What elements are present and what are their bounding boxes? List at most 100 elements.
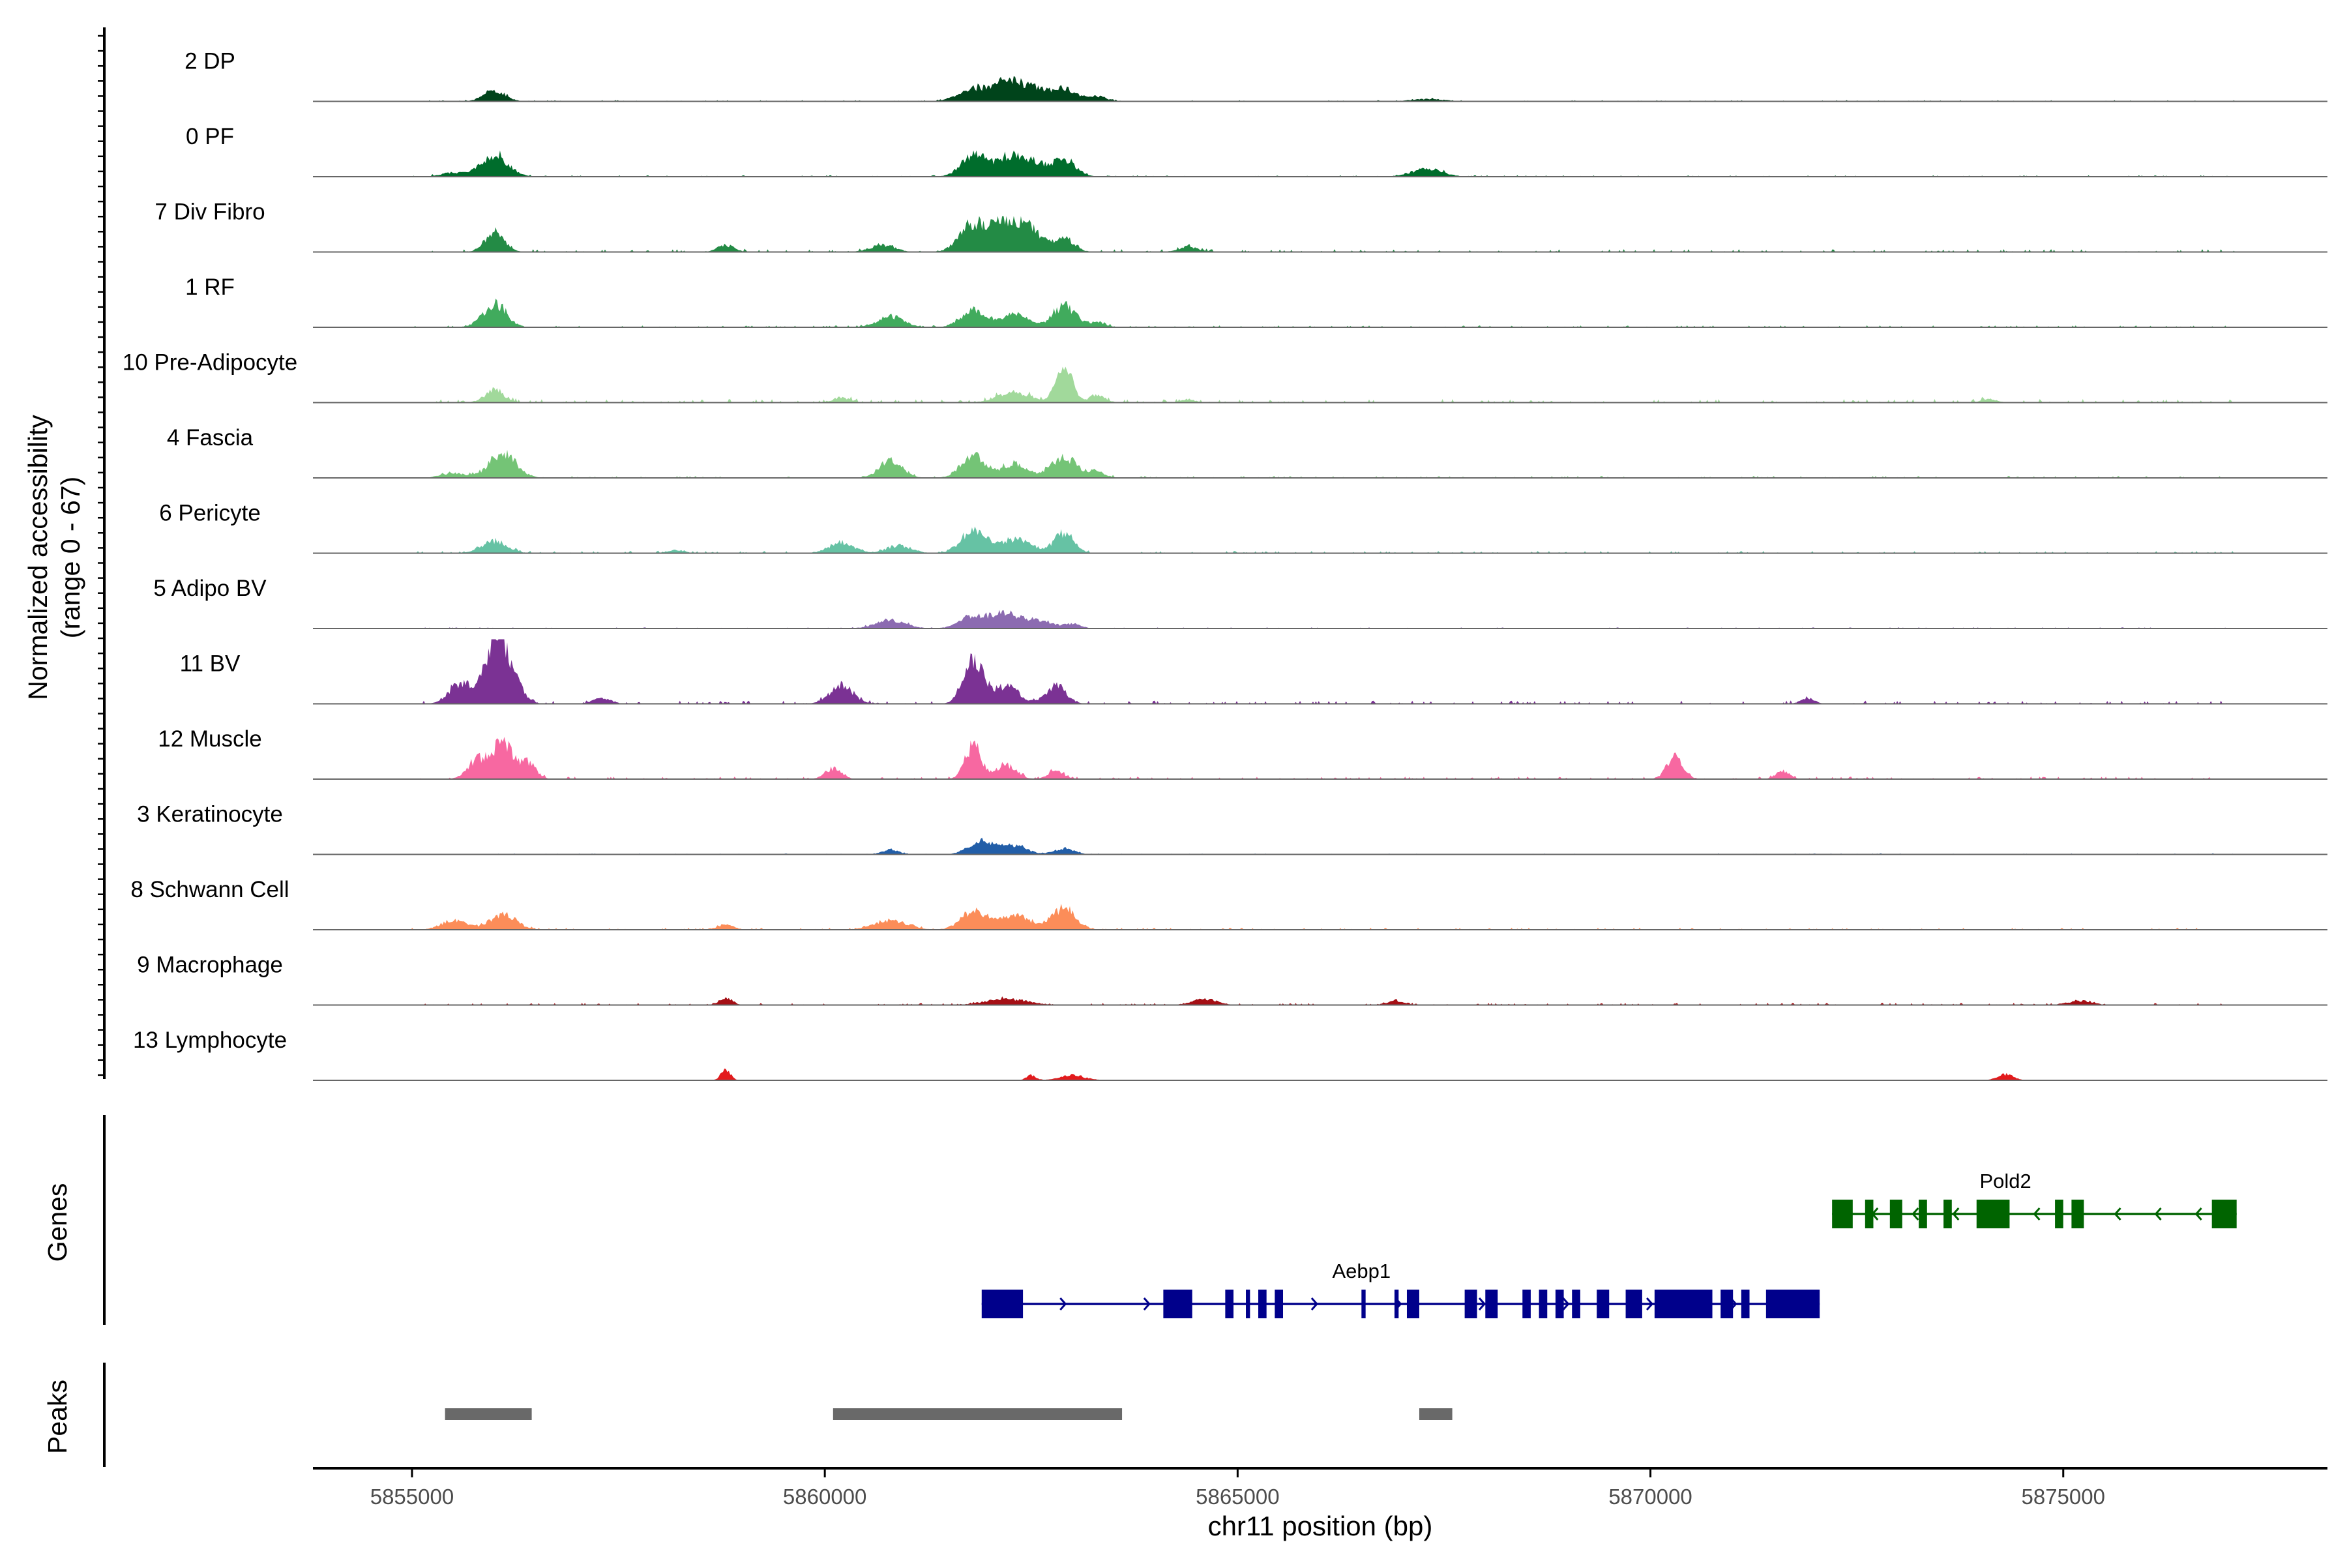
gene-pold2: Pold2 [1832, 1170, 2237, 1228]
gene-exon [2211, 1200, 2237, 1228]
gene-strand-arrow [2114, 1207, 2121, 1220]
gene-exon [1225, 1290, 1234, 1318]
gene-strand-arrow [1143, 1297, 1151, 1310]
gene-exon [1275, 1290, 1284, 1318]
gene-exon [1919, 1200, 1927, 1228]
gene-strand-arrow [1912, 1207, 1919, 1220]
gene-exon [1654, 1290, 1713, 1318]
x-axis-tick-label: 5855000 [370, 1485, 454, 1509]
gene-name-label: Pold2 [1979, 1170, 2031, 1192]
track-label: 12 Muscle [158, 726, 262, 752]
track-label: 0 PF [186, 124, 234, 149]
gene-exon [1720, 1290, 1734, 1318]
track-4-fascia: 4 Fascia [167, 425, 2327, 479]
track-11-bv: 11 BV [180, 639, 2327, 705]
track-2-dp: 2 DP [185, 49, 2327, 102]
y-axis-label-line1: Normalized accessibility [23, 415, 53, 700]
track-3-keratinocyte: 3 Keratinocyte [137, 802, 2327, 855]
track-label: 11 BV [180, 651, 241, 677]
track-label: 3 Keratinocyte [137, 802, 283, 827]
gene-exon [1246, 1290, 1250, 1318]
x-axis-tick-label: 5860000 [783, 1485, 866, 1509]
x-axis-tick-label: 5875000 [2022, 1485, 2105, 1509]
x-axis-tick-label: 5870000 [1608, 1485, 1692, 1509]
track-label: 6 Pericyte [159, 501, 261, 526]
gene-strand-arrow [1646, 1297, 1654, 1310]
gene-strand-arrow [2033, 1207, 2041, 1220]
gene-strand-arrow [2194, 1207, 2202, 1220]
track-label: 4 Fascia [167, 425, 254, 451]
track-label: 7 Div Fibro [155, 200, 265, 225]
tracks-layer: 2 DP 0 PF 7 Div Fibro 1 RF 10 Pre-Adipocyte 4… [123, 49, 2327, 1081]
track-coverage-area [313, 904, 2327, 930]
track-10-pre-adipocyte: 10 Pre-Adipocyte [123, 350, 2327, 404]
peak-region [833, 1408, 1123, 1420]
track-label: 9 Macrophage [137, 953, 283, 978]
track-8-schwann-cell: 8 Schwann Cell [130, 877, 2327, 930]
gene-exon [1539, 1290, 1548, 1318]
peaks-layer [103, 1363, 1453, 1467]
track-coverage-area [313, 610, 2327, 629]
gene-exon [1485, 1290, 1498, 1318]
track-label: 2 DP [185, 49, 235, 74]
axis-layer: 5855000 5860000 5865000 5870000 5875000 [98, 27, 2327, 1509]
track-label: 1 RF [185, 274, 235, 300]
track-coverage-area [313, 150, 2327, 177]
gene-exon [1597, 1290, 1610, 1318]
gene-exon [1625, 1290, 1642, 1318]
track-6-pericyte: 6 Pericyte [159, 501, 2327, 554]
gene-exon [981, 1290, 1024, 1318]
x-axis-tick-label: 5865000 [1196, 1485, 1279, 1509]
gene-exon [1865, 1200, 1874, 1228]
gene-strand-arrow [1059, 1297, 1067, 1310]
gene-exon [1163, 1290, 1192, 1318]
gene-exon [1832, 1200, 1853, 1228]
track-coverage-area [313, 76, 2327, 102]
gene-exon [1765, 1290, 1820, 1318]
peaks-axis-label: Peaks [42, 1380, 72, 1454]
gene-exon [1572, 1290, 1580, 1318]
track-13-lymphocyte: 13 Lymphocyte [133, 1028, 2327, 1081]
y-axis-label-line2: (range 0 - 67) [55, 477, 85, 638]
track-1-rf: 1 RF [185, 274, 2327, 328]
gene-exon [1889, 1200, 1902, 1228]
track-12-muscle: 12 Muscle [158, 726, 2327, 780]
gene-exon [1258, 1290, 1267, 1318]
gene-strand-arrow [2154, 1207, 2162, 1220]
track-label: 10 Pre-Adipocyte [123, 350, 297, 376]
track-coverage-area [313, 737, 2327, 779]
track-coverage-area [313, 526, 2327, 554]
track-label: 5 Adipo BV [153, 576, 267, 601]
track-coverage-area [313, 996, 2327, 1005]
peak-region [1419, 1408, 1453, 1420]
track-coverage-area [313, 1069, 2327, 1080]
track-9-macrophage: 9 Macrophage [137, 953, 2327, 1006]
gene-name-label: Aebp1 [1332, 1260, 1391, 1282]
track-coverage-area [313, 366, 2327, 403]
genes-layer: Pold2 Aebp1 [103, 1115, 2237, 1325]
gene-exon [1464, 1290, 1477, 1318]
track-coverage-area [313, 449, 2327, 478]
track-7-div-fibro: 7 Div Fibro [155, 200, 2327, 253]
gene-exon [1741, 1290, 1750, 1318]
gene-exon [1522, 1290, 1531, 1318]
gene-exon [1394, 1290, 1399, 1318]
track-0-pf: 0 PF [186, 124, 2327, 177]
track-label: 8 Schwann Cell [130, 877, 289, 902]
track-coverage-area [313, 216, 2327, 252]
track-5-adipo-bv: 5 Adipo BV [153, 576, 2327, 629]
gene-strand-arrow [1952, 1207, 1960, 1220]
gene-exon [1976, 1200, 2010, 1228]
track-coverage-area [313, 299, 2327, 327]
track-label: 13 Lymphocyte [133, 1028, 287, 1053]
track-coverage-area [313, 639, 2327, 704]
x-axis-title: chr11 position (bp) [1208, 1511, 1433, 1541]
gene-exon [1361, 1290, 1366, 1318]
gene-exon [1406, 1290, 1419, 1318]
gene-exon [1555, 1290, 1564, 1318]
gene-exon [2055, 1200, 2063, 1228]
track-coverage-area [313, 837, 2327, 855]
gene-strand-arrow [1310, 1297, 1318, 1310]
